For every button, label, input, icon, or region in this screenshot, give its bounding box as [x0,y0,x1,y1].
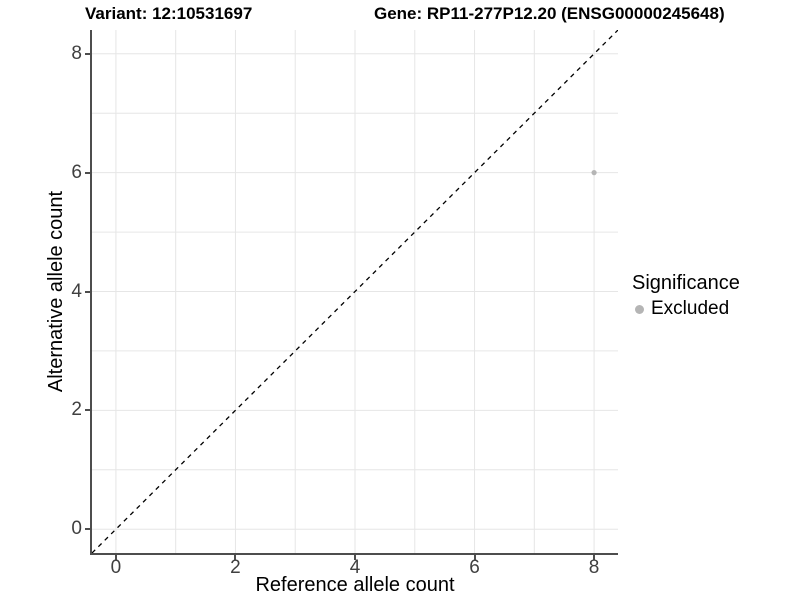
x-tick-label: 0 [110,557,122,578]
legend-item-label: Excluded [651,298,730,319]
x-tick-label: 4 [349,557,361,578]
y-tick-label: 6 [71,161,82,183]
legend-item: Excluded [635,298,740,320]
y-tick-mark [85,52,90,55]
x-tick-label: 2 [230,557,241,578]
y-tick-label: 2 [71,399,82,421]
plot-title-gene: Gene: RP11-277P12.20 (ENSG00000245648) [374,4,725,23]
data-point [591,170,597,176]
y-axis-title: Alternative allele count [45,190,68,393]
x-axis-title: Reference allele count [255,574,455,596]
x-tick-label: 6 [469,557,480,578]
y-tick-label: 4 [71,280,82,302]
x-tick-mark [354,555,356,560]
identity-reference-line [92,30,618,553]
legend-title: Significance [632,272,740,294]
x-tick-mark [473,555,476,560]
x-tick-mark [114,555,117,560]
y-tick-label: 8 [71,42,82,64]
x-tick-mark [593,555,596,560]
legend: Significance Excluded [632,272,740,320]
y-tick-mark [85,290,90,293]
plot-panel [90,30,618,555]
y-tick-mark [85,171,90,174]
y-tick-mark [85,409,90,412]
legend-items: Excluded [632,298,740,320]
plot-title-variant: Variant: 12:10531697 [85,4,253,23]
y-tick-label: 0 [71,518,82,540]
y-tick-mark [85,528,90,531]
legend-key-dot-icon [635,304,644,314]
x-tick-label: 8 [588,557,600,578]
x-tick-mark [234,555,237,560]
plot-panel-svg [92,30,618,553]
